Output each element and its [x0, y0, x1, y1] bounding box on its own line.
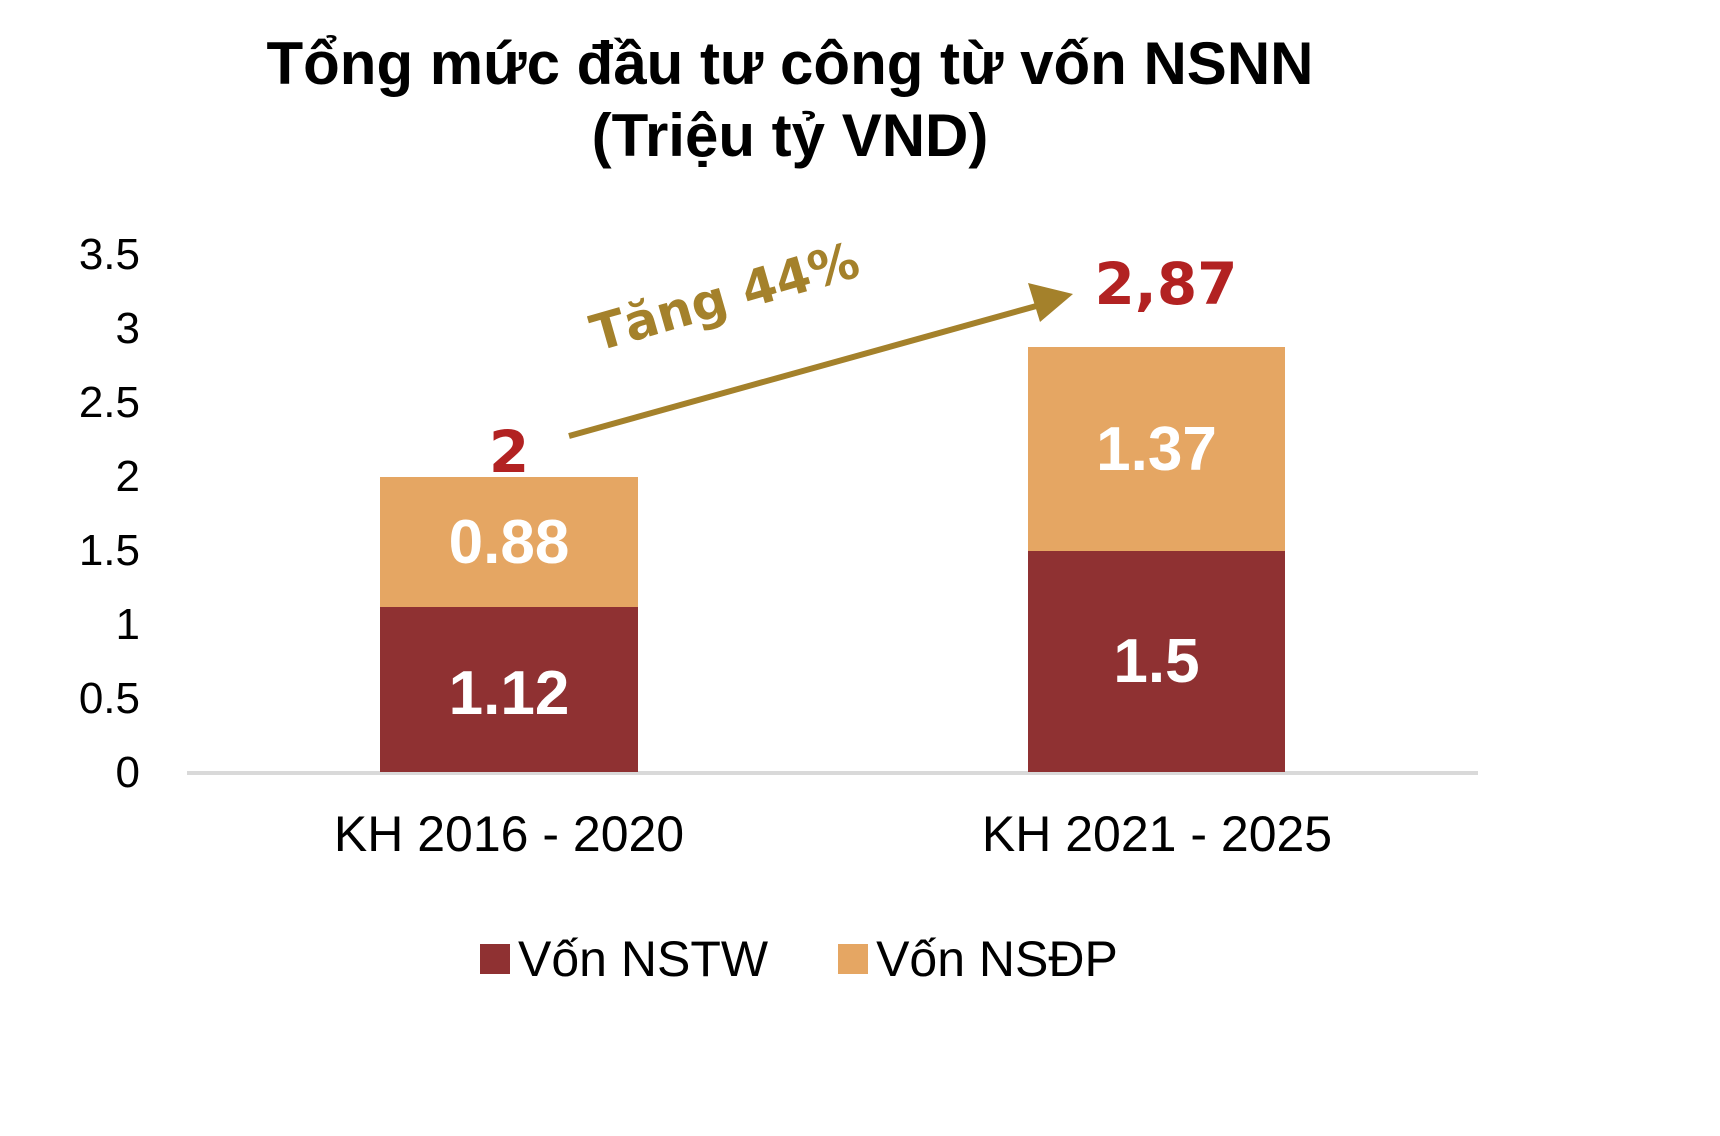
y-tick: 2	[115, 452, 140, 501]
chart-title-main: Tổng mức đầu tư công từ vốn NSNN	[266, 30, 1314, 97]
bar-segment-nstw: 1.5	[1028, 551, 1285, 772]
bar-segment-nsdp: 1.37	[1028, 347, 1285, 551]
x-axis-line	[187, 771, 1478, 775]
data-label: 1.37	[1096, 414, 1217, 484]
bar-segment-nsdp: 0.88	[380, 477, 638, 607]
legend-swatch-icon	[838, 944, 869, 974]
legend-swatch-icon	[480, 944, 510, 974]
data-label: 0.88	[448, 507, 570, 577]
bar-segment-nstw: 1.12	[380, 607, 638, 772]
y-tick: 2.5	[78, 378, 140, 427]
data-label: 1.5	[1113, 627, 1200, 696]
y-tick: 0	[115, 748, 140, 797]
legend-item-nstw: Vốn NSTW	[480, 930, 768, 988]
data-label: 1.12	[448, 659, 570, 728]
chart-title: Tổng mức đầu tư công từ vốn NSNN (Triệu …	[0, 28, 1580, 172]
legend: Vốn NSTW Vốn NSĐP	[480, 930, 1188, 988]
y-tick: 1	[115, 600, 140, 649]
total-label: 2	[488, 418, 530, 486]
chart-subtitle: (Triệu tỷ VND)	[591, 102, 989, 169]
total-label: 2,87	[1094, 250, 1238, 318]
legend-item-nsdp: Vốn NSĐP	[838, 930, 1118, 988]
y-tick: 3.5	[78, 230, 140, 279]
x-tick-label: KH 2021 - 2025	[981, 806, 1333, 862]
y-tick: 3	[115, 304, 140, 353]
legend-label: Vốn NSĐP	[876, 931, 1118, 987]
legend-label: Vốn NSTW	[518, 931, 769, 987]
y-tick: 1.5	[78, 526, 140, 575]
x-tick-label: KH 2016 - 2020	[333, 806, 685, 862]
y-tick: 0.5	[78, 674, 140, 723]
